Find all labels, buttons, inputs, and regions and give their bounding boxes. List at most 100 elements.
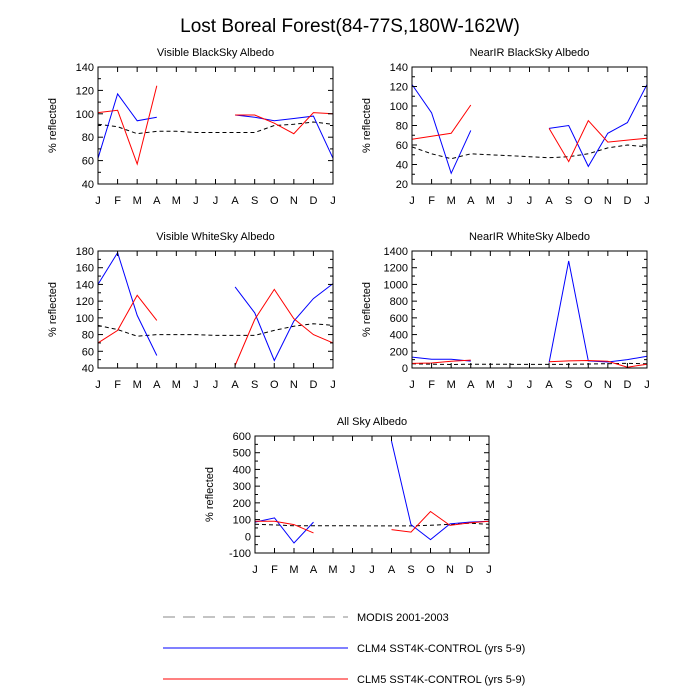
y-tick-label: 400 [390,330,408,342]
chart-panel-2: Visible WhiteSky Albedo % reflected 40 60 80… [47,231,336,391]
x-tick-label: F [428,195,435,207]
x-tick-label: N [446,564,454,576]
chart-panel-4: All Sky Albedo % reflected -100 0 100 200 300 4… [204,416,492,576]
y-tick-label: 800 [390,296,408,308]
x-tick-label: S [407,564,414,576]
y-tick-label: 60 [82,156,94,168]
x-tick-label: N [290,195,298,207]
y-tick-label: 140 [76,62,94,74]
y-tick-label: 400 [233,464,251,476]
y-tick-label: 140 [390,62,408,74]
x-tick-label: J [95,379,101,391]
y-tick-label: 80 [82,330,94,342]
x-tick-label: O [270,195,279,207]
x-tick-label: A [231,379,239,391]
x-tick-label: D [309,195,317,207]
x-tick-label: D [309,379,317,391]
x-tick-label: J [527,195,533,207]
y-tick-label: 100 [390,101,408,113]
x-tick-label: J [213,195,219,207]
y-tick-label: -100 [229,548,251,560]
series-line-modis-2001-2003 [411,144,648,160]
legend-label-1: CLM4 SST4K-CONTROL (yrs 5-9) [357,643,525,655]
y-tick-label: 40 [82,179,94,191]
chart-title: Visible WhiteSky Albedo [156,231,274,243]
y-tick-label: 120 [76,296,94,308]
x-tick-label: S [565,195,572,207]
x-tick-label: A [467,195,475,207]
x-tick-label: M [486,195,495,207]
y-tick-label: 300 [233,481,251,493]
x-tick-label: J [193,195,199,207]
series-line-clm5-sst4k-control-yrs-5-9 [97,85,334,166]
y-axis-label: % reflected [47,98,59,153]
x-tick-label: S [565,379,572,391]
series-line-clm5-sst4k-control-yrs-5-9 [411,359,648,368]
x-tick-label: A [388,564,396,576]
x-tick-label: M [133,379,142,391]
y-tick-label: 160 [76,263,94,275]
x-tick-label: M [172,379,181,391]
legend: MODIS 2001-2003 CLM4 SST4K-CONTROL (yrs 5… [163,612,525,686]
y-tick-label: 500 [233,448,251,460]
x-tick-label: A [153,195,161,207]
x-tick-label: A [231,195,239,207]
y-tick-label: 1400 [384,246,408,258]
x-tick-label: J [486,564,492,576]
y-tick-label: 80 [82,132,94,144]
legend-label-2: CLM5 SST4K-CONTROL (yrs 5-9) [357,674,525,686]
x-tick-label: M [289,564,298,576]
y-axis-label: % reflected [47,282,59,337]
chart-title: NearIR WhiteSky Albedo [469,231,590,243]
x-tick-label: O [270,379,279,391]
y-tick-label: 600 [233,431,251,443]
x-tick-label: A [467,379,475,391]
series-line-modis-2001-2003 [97,121,334,135]
x-tick-label: J [644,195,650,207]
x-tick-label: N [604,379,612,391]
x-tick-label: J [95,195,101,207]
y-axis-label: % reflected [361,98,373,153]
x-tick-label: M [172,195,181,207]
x-tick-label: F [114,195,121,207]
y-tick-label: 200 [233,498,251,510]
x-tick-label: S [251,379,258,391]
y-tick-label: 120 [76,85,94,97]
chart-panel-3: NearIR WhiteSky Albedo % reflected 0 200 400… [361,231,650,391]
y-tick-label: 1000 [384,279,408,291]
y-tick-label: 100 [76,109,94,121]
plot-frame [411,250,648,369]
x-tick-label: J [507,379,513,391]
x-tick-label: S [251,195,258,207]
chart-title: Visible BlackSky Albedo [157,47,274,59]
series-line-clm4-sst4k-control-yrs-5-9 [97,251,334,362]
y-tick-label: 0 [402,363,408,375]
series-line-clm4-sst4k-control-yrs-5-9 [97,92,334,159]
x-tick-label: N [604,195,612,207]
y-tick-label: 120 [390,82,408,94]
series-line-clm4-sst4k-control-yrs-5-9 [411,260,648,363]
y-tick-label: 200 [390,346,408,358]
y-tick-label: 0 [245,531,251,543]
x-tick-label: D [466,564,474,576]
series-line-clm5-sst4k-control-yrs-5-9 [411,104,648,163]
x-tick-label: M [447,379,456,391]
series-line-clm4-sst4k-control-yrs-5-9 [411,84,648,175]
y-tick-label: 600 [390,313,408,325]
y-axis-label: % reflected [204,467,216,522]
chart-panel-0: Visible BlackSky Albedo % reflected 40 60 80… [47,47,336,207]
series-line-clm5-sst4k-control-yrs-5-9 [255,510,490,534]
y-axis-label: % reflected [361,282,373,337]
x-tick-label: J [213,379,219,391]
y-tick-label: 140 [76,279,94,291]
y-tick-label: 1200 [384,263,408,275]
x-tick-label: A [545,195,553,207]
y-tick-label: 180 [76,246,94,258]
series-line-clm5-sst4k-control-yrs-5-9 [97,288,334,366]
x-tick-label: J [252,564,258,576]
plot-frame [97,250,334,369]
chart-title: NearIR BlackSky Albedo [470,47,590,59]
y-tick-label: 100 [233,515,251,527]
plot-frame [97,66,334,185]
